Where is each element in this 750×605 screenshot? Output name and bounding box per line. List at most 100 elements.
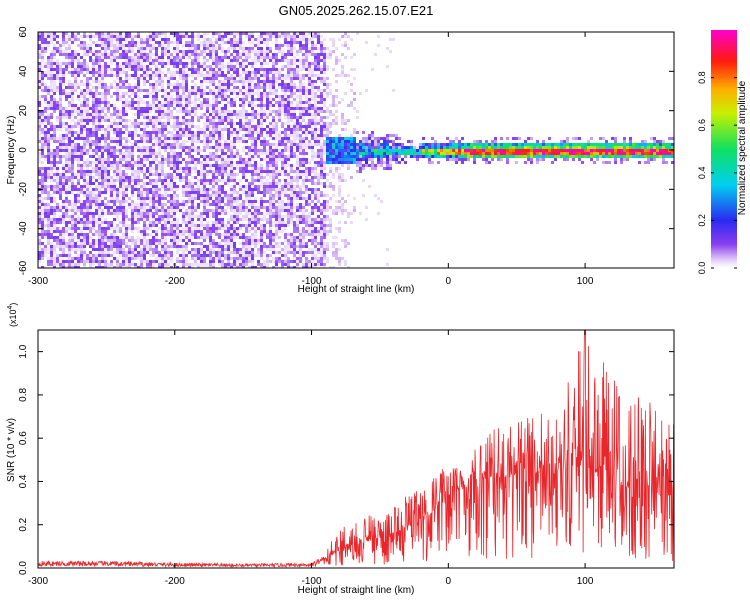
spectrogram-cell-4397 bbox=[260, 74, 263, 77]
spectrogram-cell-2911 bbox=[185, 35, 188, 38]
spectrogram-cell-2104 bbox=[143, 134, 146, 137]
spectrogram-cell-2668 bbox=[170, 236, 173, 239]
spectrogram-cell-4952 bbox=[287, 155, 290, 158]
spectrogram-cell-4062 bbox=[242, 128, 245, 131]
spectrogram-cell-4086 bbox=[242, 236, 245, 239]
spectrogram-cell-241 bbox=[50, 35, 53, 38]
spectrogram-cell-1267 bbox=[101, 74, 104, 77]
spectrogram-cell-4605 bbox=[269, 197, 272, 200]
spectrogram-cell-3141 bbox=[194, 248, 197, 251]
spectrogram-cell-4625 bbox=[272, 32, 275, 35]
spectrogram-cell-366 bbox=[56, 47, 59, 50]
spectrogram-cell-2132 bbox=[143, 233, 146, 236]
spectrogram-cell-1939 bbox=[134, 170, 137, 173]
spectrogram-cell-970 bbox=[86, 122, 89, 125]
spectrogram-cell-2293 bbox=[152, 173, 155, 176]
spectrogram-cell-6 bbox=[38, 53, 41, 56]
spectrogram-cell-1845 bbox=[128, 257, 131, 260]
spectrogram-cell-2636 bbox=[170, 125, 173, 128]
spectrogram-cell-2799 bbox=[176, 245, 179, 248]
spectrogram-cell-1280 bbox=[101, 125, 104, 128]
spectrogram-cell-279 bbox=[50, 176, 53, 179]
spectrogram-cell-2699 bbox=[173, 128, 176, 131]
spectrogram-cell-4719 bbox=[275, 167, 278, 170]
spectrogram-cell-1797 bbox=[128, 35, 131, 38]
spectrogram-cell-104 bbox=[41, 185, 44, 188]
spectrogram-cell-594 bbox=[68, 53, 71, 56]
spectrogram-cell-2318 bbox=[152, 266, 155, 268]
spectrogram-cell-3010 bbox=[188, 191, 191, 194]
spectrogram-cell-1703 bbox=[122, 158, 125, 161]
spectrogram-cell-3245 bbox=[200, 230, 203, 233]
spectrogram-cell-1378 bbox=[104, 251, 107, 254]
spectrogram-cell-2159 bbox=[146, 104, 149, 107]
spectrogram-cell-2247 bbox=[149, 227, 152, 230]
spectrogram-cell-2151 bbox=[146, 68, 149, 71]
spectrogram-cell-86 bbox=[41, 119, 44, 122]
spectrogram-cell-3510 bbox=[215, 77, 218, 80]
spectrogram-cell-1931 bbox=[134, 128, 137, 131]
spectrogram-cell-1437 bbox=[107, 251, 110, 254]
spectrogram-cell-2189 bbox=[146, 224, 149, 227]
spectrogram-cell-976 bbox=[86, 143, 89, 146]
spectrogram-cell-3856 bbox=[230, 224, 233, 227]
spectrogram-cell-2622 bbox=[170, 59, 173, 62]
spectrogram-cell-1691 bbox=[122, 107, 125, 110]
spectrogram-cell-203 bbox=[47, 134, 50, 137]
spectrogram-cell-394 bbox=[56, 176, 59, 179]
spectrogram-cell-2001 bbox=[137, 182, 140, 185]
spectrogram-cell-2233 bbox=[149, 170, 152, 173]
spectrogram-cell-4550 bbox=[266, 209, 269, 212]
spectrogram-cell-1005 bbox=[86, 242, 89, 245]
spectrogram-cell-2058 bbox=[140, 191, 143, 194]
spectrogram-cell-2419 bbox=[158, 179, 161, 182]
spectrogram-cell-548 bbox=[65, 98, 68, 101]
spectrogram-cell-4294 bbox=[254, 104, 257, 107]
spectrogram-cell-1711 bbox=[122, 188, 125, 191]
spectrogram-cell-1222 bbox=[98, 164, 101, 167]
spectrogram-cell-784 bbox=[77, 110, 80, 113]
spectrogram-cell-2034 bbox=[140, 77, 143, 80]
spectrogram-cell-3123 bbox=[194, 164, 197, 167]
spectrogram-cell-3127 bbox=[194, 182, 197, 185]
spectrogram-cell-3529 bbox=[215, 152, 218, 155]
spectrogram-cell-424 bbox=[59, 80, 62, 83]
spectrogram-cell-2143 bbox=[146, 38, 149, 41]
spectrogram-cell-3794 bbox=[227, 245, 230, 248]
spectrogram-cell-330 bbox=[53, 137, 56, 140]
spectrogram-cell-1686 bbox=[122, 86, 125, 89]
spectrogram-cell-1077 bbox=[92, 86, 95, 89]
spectrogram-cell-3594 bbox=[218, 149, 221, 152]
spectrogram-cell-2349 bbox=[155, 140, 158, 143]
spectrogram-cell-2533 bbox=[164, 182, 167, 185]
spectrogram-cell-2937 bbox=[185, 134, 188, 137]
spectrogram-cell-2138 bbox=[143, 251, 146, 254]
spectrogram-cell-3561 bbox=[218, 32, 221, 35]
spectrogram-cell-1843 bbox=[128, 251, 131, 254]
spectrogram-cell-2754 bbox=[176, 86, 179, 89]
spectrogram-cell-4077 bbox=[242, 191, 245, 194]
spectrogram-cell-2003 bbox=[137, 191, 140, 194]
spectrogram-cell-2376 bbox=[155, 242, 158, 245]
spectrogram-cell-1064 bbox=[89, 263, 92, 266]
spectrogram-cell-505 bbox=[62, 164, 65, 167]
spectrogram-cell-2390 bbox=[158, 71, 161, 74]
spectrogram-cell-2140 bbox=[143, 257, 146, 260]
spectrogram-cell-1406 bbox=[107, 131, 110, 134]
spectrogram-cell-240 bbox=[50, 32, 53, 35]
spectrogram-cell-2697 bbox=[173, 122, 176, 125]
spectrogram-cell-1070 bbox=[92, 59, 95, 62]
spectrogram-cell-1370 bbox=[104, 227, 107, 230]
spectrogram-cell-1978 bbox=[137, 95, 140, 98]
spectrogram-cell-1713 bbox=[122, 194, 125, 197]
spectrogram-cell-464 bbox=[59, 227, 62, 230]
spectrogram-cell-3473 bbox=[212, 176, 215, 179]
spectrogram-cell-631 bbox=[68, 200, 71, 203]
spectrogram-cell-2966 bbox=[185, 248, 188, 251]
spectrogram-cell-656 bbox=[71, 56, 74, 59]
spectrogram-cell-3744 bbox=[227, 38, 230, 41]
spectrogram-cell-1485 bbox=[110, 224, 113, 227]
spectrogram-cell-284 bbox=[50, 197, 53, 200]
spectrogram-cell-260 bbox=[50, 101, 53, 104]
spectrogram-cell-4375 bbox=[257, 215, 260, 218]
